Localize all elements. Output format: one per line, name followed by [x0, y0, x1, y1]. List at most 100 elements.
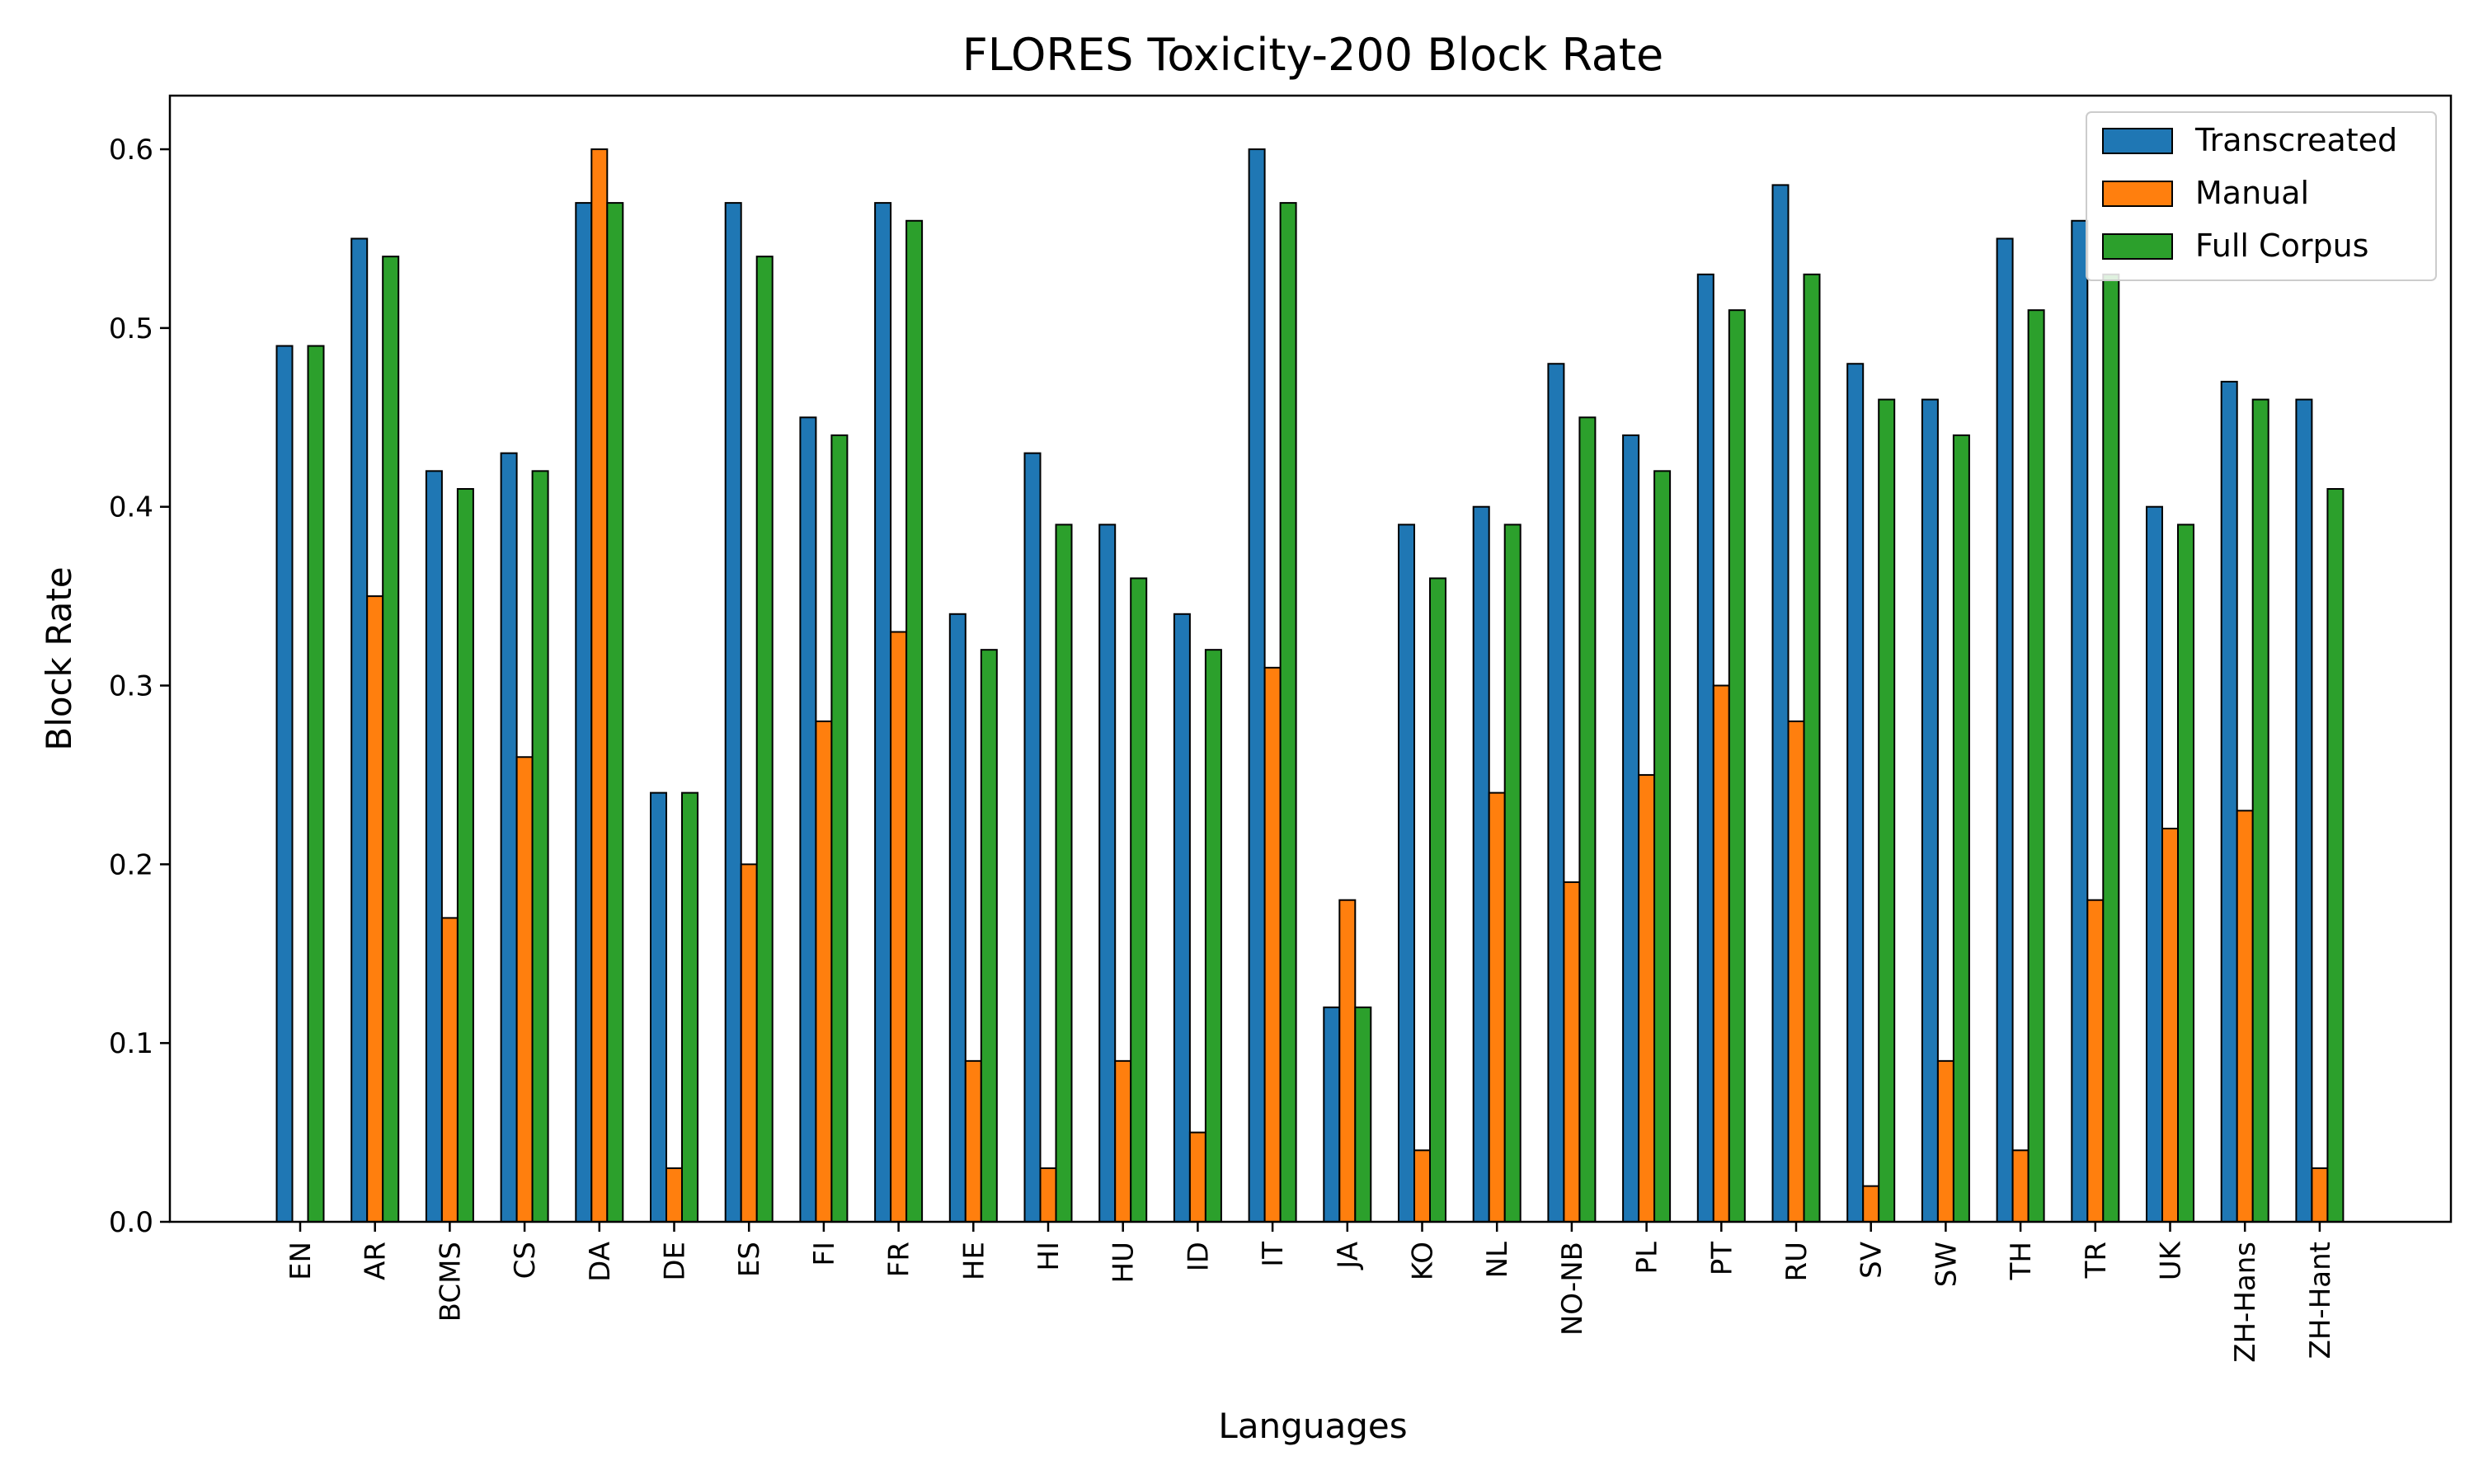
bar-transcreated-da: [575, 202, 593, 1223]
legend-item-manual[interactable]: Manual: [2102, 175, 2309, 211]
x-tick-label: PT: [1705, 1242, 1738, 1276]
x-tick-label: BCMS: [434, 1242, 467, 1322]
plot-frame: [168, 94, 2453, 1223]
x-tick-label: DA: [584, 1242, 617, 1282]
bar-manual-fr: [890, 631, 908, 1223]
bar-full-corpus-id: [1204, 649, 1222, 1223]
x-tick-label: NO-NB: [1556, 1242, 1589, 1336]
x-tick-label: AR: [360, 1242, 393, 1280]
legend-item-transcreated[interactable]: Transcreated: [2102, 122, 2397, 158]
x-tick-label: HU: [1108, 1242, 1141, 1283]
y-tick-label: 0.6: [109, 134, 153, 167]
y-axis-title: Block Rate: [39, 566, 79, 750]
bar-manual-pt: [1712, 684, 1730, 1223]
bar-manual-it: [1263, 666, 1282, 1223]
bar-transcreated-zh-hans: [2220, 380, 2238, 1223]
bar-manual-id: [1188, 1131, 1206, 1223]
bar-transcreated-nl: [1472, 505, 1490, 1223]
bar-manual-tr: [2086, 899, 2105, 1223]
y-axis: 0.0 0.1 0.2 0.3 0.4 0.5 0.6: [109, 134, 170, 1239]
x-tick-label: IT: [1257, 1242, 1290, 1267]
legend-swatch: [2102, 233, 2173, 260]
bar-manual-da: [590, 148, 609, 1223]
bar-full-corpus-it: [1279, 202, 1297, 1223]
legend-swatch: [2102, 181, 2173, 207]
x-tick-label: FI: [808, 1242, 841, 1266]
bar-manual-ru: [1787, 720, 1805, 1223]
bar-full-corpus-nl: [1503, 524, 1522, 1223]
legend-label: Manual: [2195, 175, 2309, 211]
bar-transcreated-cs: [500, 452, 518, 1223]
bar-transcreated-he: [948, 613, 967, 1223]
bar-transcreated-ko: [1398, 524, 1415, 1223]
bar-full-corpus-zh-hant: [2326, 488, 2345, 1223]
bar-transcreated-no-nb: [1547, 363, 1565, 1223]
legend-item-full-corpus[interactable]: Full Corpus: [2102, 228, 2368, 264]
bar-transcreated-sv: [1846, 363, 1865, 1223]
bar-transcreated-ar: [350, 237, 369, 1223]
x-tick-label: TH: [2005, 1242, 2038, 1280]
y-tick-label: 0.1: [109, 1027, 153, 1060]
x-tick-label: CS: [509, 1242, 542, 1279]
x-tick-label: EN: [285, 1242, 317, 1280]
bar-full-corpus-ja: [1354, 1006, 1372, 1223]
bar-manual-zh-hant: [2311, 1167, 2329, 1223]
bar-full-corpus-ko: [1429, 577, 1446, 1223]
bar-transcreated-en: [275, 345, 294, 1223]
x-tick-label: ES: [733, 1242, 766, 1277]
bar-manual-ar: [366, 595, 384, 1223]
bar-transcreated-ru: [1771, 184, 1790, 1223]
bars-layer: [275, 148, 2345, 1223]
legend[interactable]: Transcreated Manual Full Corpus: [2086, 111, 2437, 281]
y-tick-label: 0.4: [109, 491, 153, 524]
bar-full-corpus-ar: [382, 256, 400, 1223]
bar-transcreated-fi: [799, 416, 817, 1223]
bar-transcreated-hu: [1098, 524, 1117, 1223]
bar-full-corpus-tr: [2102, 273, 2120, 1223]
bar-transcreated-bcms: [425, 470, 443, 1223]
bar-full-corpus-sv: [1878, 398, 1896, 1223]
x-tick-label: UK: [2155, 1240, 2188, 1280]
bar-manual-pl: [1638, 773, 1656, 1223]
bar-transcreated-pl: [1622, 434, 1640, 1223]
bar-transcreated-hi: [1023, 452, 1042, 1223]
bar-manual-th: [2011, 1149, 2030, 1223]
y-tick-label: 0.0: [109, 1206, 153, 1239]
legend-label: Transcreated: [2194, 122, 2397, 158]
bar-transcreated-zh-hant: [2295, 398, 2313, 1223]
x-tick-label: PL: [1631, 1242, 1664, 1275]
bar-full-corpus-uk: [2177, 524, 2194, 1223]
x-tick-label: NL: [1481, 1242, 1514, 1278]
x-axis: EN AR BCMS CS DA DE ES FI FR HE HI HU ID IT JA KO NL NO-N…: [285, 1222, 2337, 1363]
bar-transcreated-es: [724, 202, 742, 1223]
chart-title: FLORES Toxicity-200 Block Rate: [962, 29, 1664, 81]
bar-full-corpus-he: [980, 649, 998, 1223]
series-transcreated: [275, 148, 2313, 1223]
x-tick-label: RU: [1780, 1242, 1813, 1282]
bar-full-corpus-ru: [1803, 273, 1821, 1223]
x-tick-label: ZH-Hans: [2229, 1242, 2262, 1363]
y-tick-label: 0.5: [109, 312, 153, 345]
bar-manual-hi: [1039, 1167, 1057, 1223]
bar-manual-cs: [515, 756, 534, 1223]
bar-transcreated-fr: [874, 202, 892, 1223]
bar-full-corpus-fr: [905, 219, 924, 1223]
bar-manual-ja: [1338, 899, 1357, 1223]
x-tick-label: ZH-Hant: [2304, 1242, 2337, 1359]
legend-label: Full Corpus: [2195, 228, 2368, 264]
x-tick-label: FR: [883, 1242, 916, 1277]
y-tick-label: 0.2: [109, 848, 153, 881]
x-tick-label: JA: [1332, 1242, 1365, 1270]
bar-transcreated-it: [1248, 148, 1266, 1223]
bar-manual-ko: [1413, 1149, 1431, 1223]
bar-full-corpus-hi: [1055, 524, 1073, 1223]
bar-manual-sw: [1936, 1059, 1954, 1223]
x-tick-label: ID: [1182, 1242, 1215, 1271]
bar-manual-nl: [1488, 791, 1506, 1223]
bar-manual-zh-hans: [2236, 810, 2254, 1223]
legend-swatch: [2102, 128, 2173, 154]
x-tick-label: SW: [1930, 1242, 1963, 1287]
bar-manual-he: [964, 1059, 982, 1223]
x-tick-label: KO: [1407, 1242, 1440, 1280]
bar-manual-no-nb: [1563, 881, 1581, 1223]
